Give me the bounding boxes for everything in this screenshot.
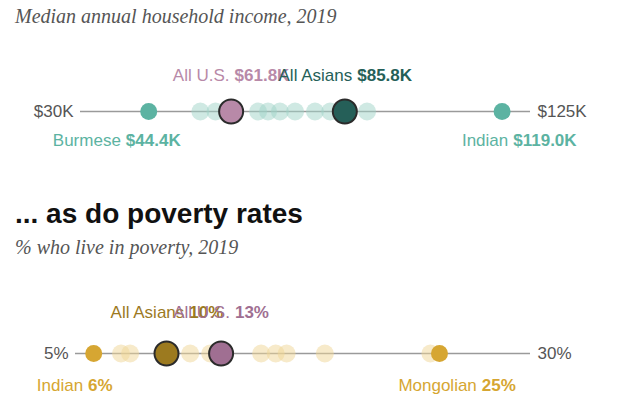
svg-text:6%: 6% xyxy=(88,376,113,395)
svg-text:25%: 25% xyxy=(482,376,516,395)
svg-text:Burmese: Burmese xyxy=(53,131,121,150)
svg-text:$85.8K: $85.8K xyxy=(357,66,413,85)
svg-text:All U.S.: All U.S. xyxy=(173,303,230,322)
svg-text:13%: 13% xyxy=(235,303,269,322)
svg-text:All Asians: All Asians xyxy=(279,66,353,85)
svg-text:30%: 30% xyxy=(538,344,572,363)
svg-text:Indian: Indian xyxy=(37,376,83,395)
svg-text:$44.4K: $44.4K xyxy=(126,131,182,150)
svg-text:5%: 5% xyxy=(44,344,69,363)
svg-text:Mongolian: Mongolian xyxy=(398,376,476,395)
svg-text:Indian: Indian xyxy=(462,131,508,150)
svg-text:$30K: $30K xyxy=(34,102,74,121)
svg-text:$119.0K: $119.0K xyxy=(513,131,577,150)
svg-text:All U.S.: All U.S. xyxy=(173,66,230,85)
svg-text:$125K: $125K xyxy=(538,102,588,121)
